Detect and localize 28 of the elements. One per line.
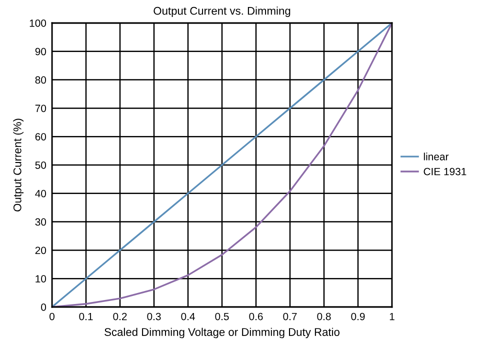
- line-series: [52, 23, 392, 307]
- y-axis-title: Output Current (%): [13, 118, 24, 212]
- y-tick-label: 0: [41, 304, 46, 311]
- x-axis-title: Scaled Dimming Voltage or Dimming Duty Ratio: [104, 328, 340, 338]
- y-tick-label: 20: [35, 246, 46, 254]
- x-tick-label: 0.9: [351, 312, 365, 320]
- x-tick-label: 0.1: [79, 312, 93, 320]
- x-tick-label: 0.4: [181, 312, 195, 320]
- y-tick-label: 80: [35, 76, 46, 84]
- y-tick-label: 90: [35, 48, 46, 56]
- legend-label: CIE 1931: [424, 168, 466, 176]
- x-tick-label: 0.6: [249, 312, 263, 320]
- y-tick-label: 30: [35, 218, 46, 226]
- chart-title: Output Current vs. Dimming: [154, 6, 290, 17]
- x-tick-label: 0.5: [215, 312, 229, 320]
- legend-label: linear: [424, 152, 449, 160]
- y-tick-label: 60: [35, 133, 46, 140]
- x-tick-label: 0: [50, 312, 54, 320]
- x-tick-label: 0.3: [147, 312, 161, 320]
- y-tick-label: 50: [35, 162, 46, 169]
- y-tick-label: 10: [36, 275, 46, 282]
- x-tick-label: 0.7: [283, 312, 297, 320]
- y-tick-label: 100: [30, 20, 46, 27]
- x-tick-label: 1: [390, 312, 394, 320]
- y-tick-label: 40: [35, 190, 46, 198]
- x-tick-label: 0.8: [317, 312, 331, 320]
- x-tick-label: 0.2: [113, 312, 127, 320]
- y-tick-label: 70: [35, 104, 46, 112]
